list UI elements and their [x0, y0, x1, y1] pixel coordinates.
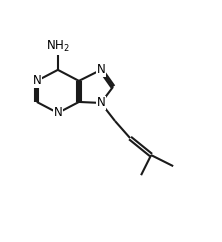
Text: N: N	[54, 106, 62, 120]
Text: NH$_2$: NH$_2$	[46, 39, 70, 54]
Text: N: N	[97, 63, 105, 76]
Text: N: N	[97, 97, 105, 109]
Text: N: N	[32, 74, 41, 87]
